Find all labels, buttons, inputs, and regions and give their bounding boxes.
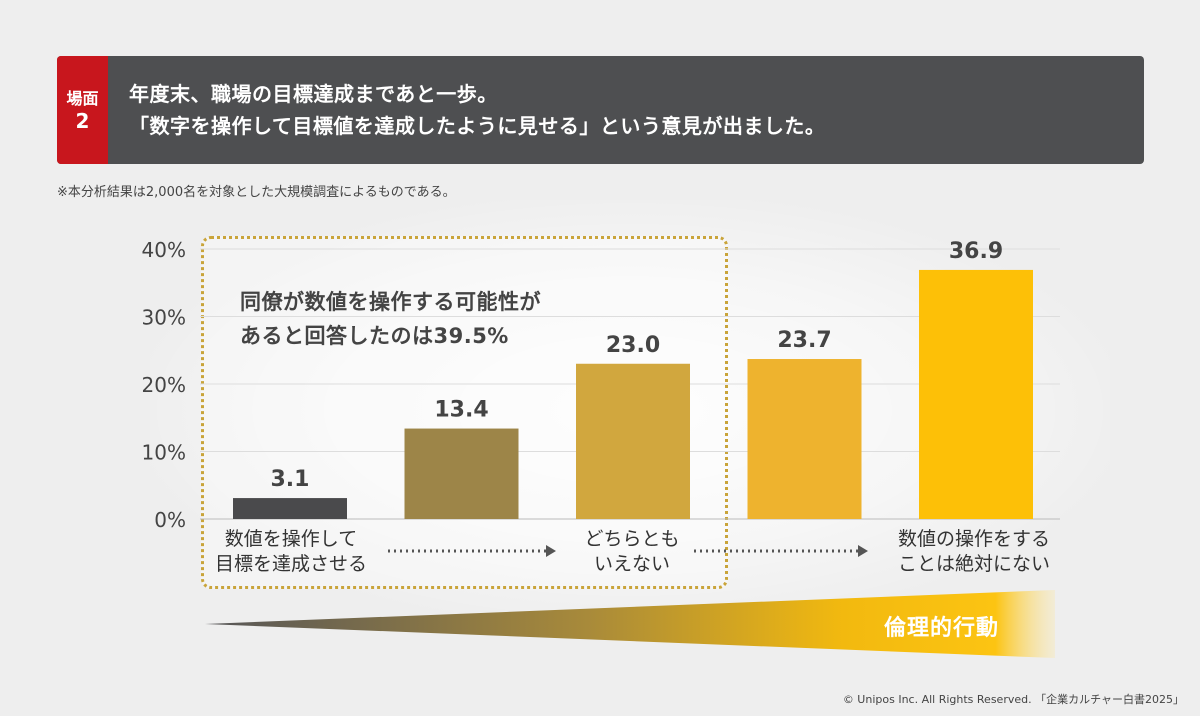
callout-line-2: あると回答したのは39.5% — [240, 324, 509, 348]
scale-label-left-line-2: 目標を達成させる — [214, 553, 367, 575]
scale-label-middle: どちらとも いえない — [557, 527, 707, 577]
scale-label-middle-line-2: いえない — [593, 553, 670, 575]
bar-value-label: 3.1 — [271, 467, 310, 492]
scene-number: 2 — [75, 109, 90, 133]
scenario-line-2: 「数字を操作して目標値を達成したように見せる」という意見が出ました。 — [129, 114, 826, 138]
bar-value-label: 23.0 — [606, 333, 660, 358]
bar-value-label: 36.9 — [949, 239, 1003, 264]
scale-label-left: 数値を操作して 目標を達成させる — [206, 527, 376, 577]
scenario-text: 年度末、職場の目標達成まであと一歩。 「数字を操作して目標値を達成したように見せ… — [129, 78, 825, 142]
bar — [404, 428, 519, 519]
scale-label-right-line-2: ことは絶対にない — [897, 553, 1050, 575]
ethics-label: 倫理的行動 — [884, 616, 1000, 641]
y-tick-label: 40% — [142, 238, 186, 262]
scale-label-left-line-1: 数値を操作して — [224, 528, 358, 550]
y-tick-label: 0% — [154, 508, 186, 532]
scale-label-right-line-1: 数値の操作をする — [897, 528, 1050, 550]
scene-label: 場面 — [66, 89, 99, 108]
y-tick-label: 20% — [142, 373, 186, 397]
scenario-header: 場面 2 年度末、職場の目標達成まであと一歩。 「数字を操作して目標値を達成した… — [57, 56, 1144, 164]
scenario-line-1: 年度末、職場の目標達成まであと一歩。 — [129, 82, 498, 106]
bar-value-label: 23.7 — [777, 328, 831, 353]
bar — [747, 359, 862, 519]
scale-label-middle-line-1: どちらとも — [584, 528, 680, 550]
survey-note: ※本分析結果は2,000名を対象とした大規模調査によるものである。 — [57, 185, 456, 200]
bar — [233, 498, 347, 519]
callout-line-1: 同僚が数値を操作する可能性が — [240, 290, 541, 314]
scale-label-right: 数値の操作をする ことは絶対にない — [884, 527, 1064, 577]
copyright-footer: © Unipos Inc. All Rights Reserved. 「企業カル… — [842, 693, 1184, 706]
scale-arrow-head — [546, 545, 556, 557]
y-tick-label: 10% — [142, 441, 186, 465]
callout-text: 同僚が数値を操作する可能性が あると回答したのは39.5% — [240, 285, 541, 353]
y-tick-label: 30% — [142, 306, 186, 330]
scale-arrow-head — [858, 545, 868, 557]
bar — [919, 269, 1033, 519]
bar-value-label: 13.4 — [434, 398, 488, 423]
scene-badge: 場面 2 — [57, 56, 108, 164]
ethics-gradient-wedge — [205, 590, 1055, 658]
bar — [576, 363, 690, 519]
